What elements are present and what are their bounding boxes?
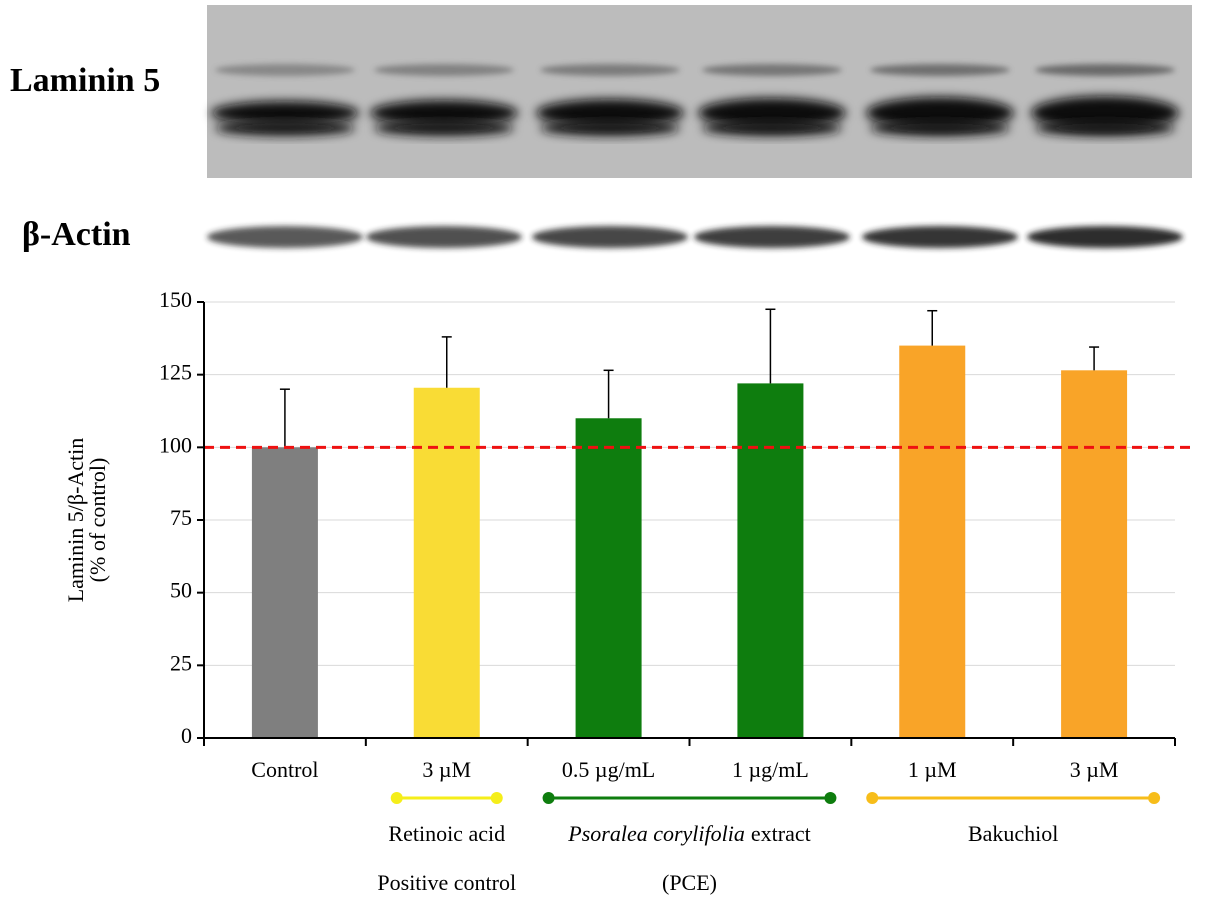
group-label: Bakuchiol xyxy=(968,821,1058,846)
band xyxy=(207,226,363,248)
group-label: Retinoic acid xyxy=(388,821,505,846)
bar xyxy=(1061,370,1127,738)
group-sublabel: Positive control xyxy=(377,870,516,895)
band xyxy=(870,64,1010,76)
group-end xyxy=(824,792,836,804)
band xyxy=(1027,226,1183,248)
y-tick-label: 25 xyxy=(170,650,192,675)
group-sublabel: (PCE) xyxy=(662,870,717,895)
actin-bands xyxy=(207,226,1183,248)
group-label-part: Psoralea corylifolia xyxy=(567,821,745,846)
band xyxy=(374,120,514,136)
band xyxy=(540,64,680,76)
band xyxy=(862,226,1018,248)
group-end xyxy=(491,792,503,804)
x-tick-label: 3 µM xyxy=(1070,757,1119,782)
group-label-part: extract xyxy=(751,821,811,846)
band xyxy=(694,226,850,248)
group-end xyxy=(543,792,555,804)
y-tick-label: 75 xyxy=(170,505,192,530)
y-tick-label: 50 xyxy=(170,578,192,603)
x-tick-label: 3 µM xyxy=(422,757,471,782)
band xyxy=(702,64,842,76)
y-axis-label: (% of control) xyxy=(85,458,110,583)
bar xyxy=(737,383,803,738)
band xyxy=(702,120,842,136)
y-tick-label: 100 xyxy=(159,432,192,457)
group-end xyxy=(1148,792,1160,804)
x-tick-label: Control xyxy=(251,757,318,782)
y-tick-label: 150 xyxy=(159,287,192,312)
group-end xyxy=(866,792,878,804)
blot-label: Laminin 5 xyxy=(10,62,160,99)
band xyxy=(1035,64,1175,76)
band xyxy=(374,64,514,76)
band xyxy=(532,226,688,248)
x-tick-label: 0.5 µg/mL xyxy=(562,757,655,782)
bar xyxy=(576,418,642,738)
bar xyxy=(252,447,318,738)
band xyxy=(215,64,355,76)
blot-label: β-Actin xyxy=(22,216,131,253)
laminin-blot xyxy=(207,5,1192,178)
bar xyxy=(414,388,480,738)
group-label-part: Bakuchiol xyxy=(968,821,1058,846)
x-tick-label: 1 µM xyxy=(908,757,957,782)
y-tick-label: 0 xyxy=(181,723,192,748)
bar xyxy=(899,346,965,738)
band xyxy=(870,120,1010,136)
y-tick-label: 125 xyxy=(159,360,192,385)
group-end xyxy=(391,792,403,804)
band xyxy=(540,120,680,136)
band xyxy=(366,226,522,248)
band xyxy=(215,120,355,136)
figure: Laminin 5 β-Actin 0255075100125150Lamini… xyxy=(0,0,1212,899)
group-label-part: Retinoic acid xyxy=(388,821,505,846)
x-tick-label: 1 µg/mL xyxy=(732,757,809,782)
band xyxy=(1035,120,1175,136)
